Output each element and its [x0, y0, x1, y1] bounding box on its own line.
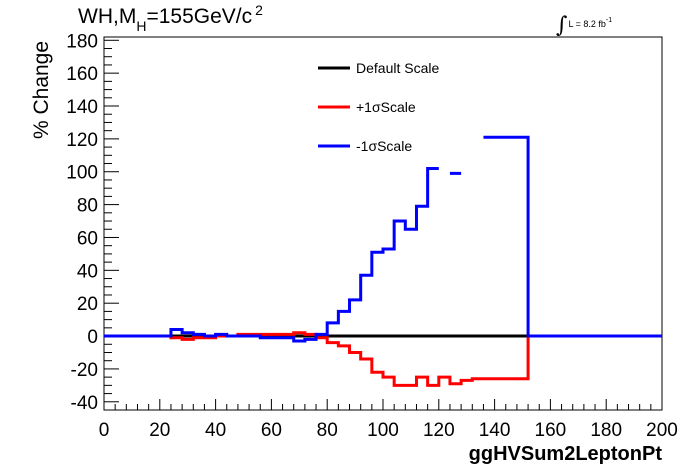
series-line-1: [104, 331, 662, 387]
chart-title: WH,MH=155GeV/c 2: [78, 3, 263, 33]
y-tick-label: 100: [66, 163, 98, 184]
plot-frame: [103, 36, 663, 411]
y-tick-label: 160: [66, 64, 98, 85]
x-tick-label: 0: [99, 420, 110, 441]
luminosity-superscript: -1: [605, 17, 613, 24]
y-tick-label: 60: [77, 228, 98, 249]
y-axis: -40 -20 0 20 40 60 80 100 120 140 160 180: [66, 31, 119, 414]
y-tick-label: 140: [66, 97, 98, 118]
x-tick-label: 180: [590, 420, 622, 441]
y-tick-label: -20: [71, 360, 98, 381]
x-tick-label: 160: [535, 420, 567, 441]
luminosity-text: L = 8.2 fb: [568, 19, 606, 29]
y-tick-label: -40: [71, 393, 98, 414]
y-tick-label: 80: [77, 196, 98, 217]
integral-symbol: ∫: [556, 13, 568, 38]
y-tick-label: 20: [77, 294, 98, 315]
y-tick-label: 120: [66, 130, 98, 151]
title-prefix: WH,M: [78, 5, 137, 28]
legend-label: -1σScale: [356, 138, 412, 154]
x-tick-label: 140: [479, 420, 511, 441]
x-tick-label: 200: [646, 420, 678, 441]
x-tick-label: 20: [149, 420, 170, 441]
luminosity-label: ∫L = 8.2 fb-1: [556, 8, 613, 38]
y-tick-label: 40: [77, 261, 98, 282]
x-tick-label: 100: [367, 420, 399, 441]
series-line-2: [104, 135, 662, 343]
title-subscript: H: [136, 18, 147, 34]
x-tick-label: 80: [317, 420, 338, 441]
y-tick-label: 0: [87, 327, 98, 348]
x-tick-label: 40: [205, 420, 226, 441]
legend-label: +1σScale: [356, 99, 416, 115]
y-tick-label: 180: [66, 31, 98, 52]
x-tick-label: 120: [423, 420, 455, 441]
y-axis-label: % Change: [30, 41, 53, 139]
title-superscript: 2: [255, 2, 263, 18]
x-axis-label: ggHVSum2LeptonPt: [469, 443, 663, 465]
x-axis: 0 20 40 60 80 100 120 140 160 180 200: [99, 399, 678, 441]
legend: Default Scale +1σScale -1σScale: [318, 60, 439, 154]
series-layer: [104, 135, 662, 387]
legend-label: Default Scale: [356, 60, 439, 76]
title-value: =155GeV/c: [146, 5, 253, 28]
x-tick-label: 60: [261, 420, 282, 441]
